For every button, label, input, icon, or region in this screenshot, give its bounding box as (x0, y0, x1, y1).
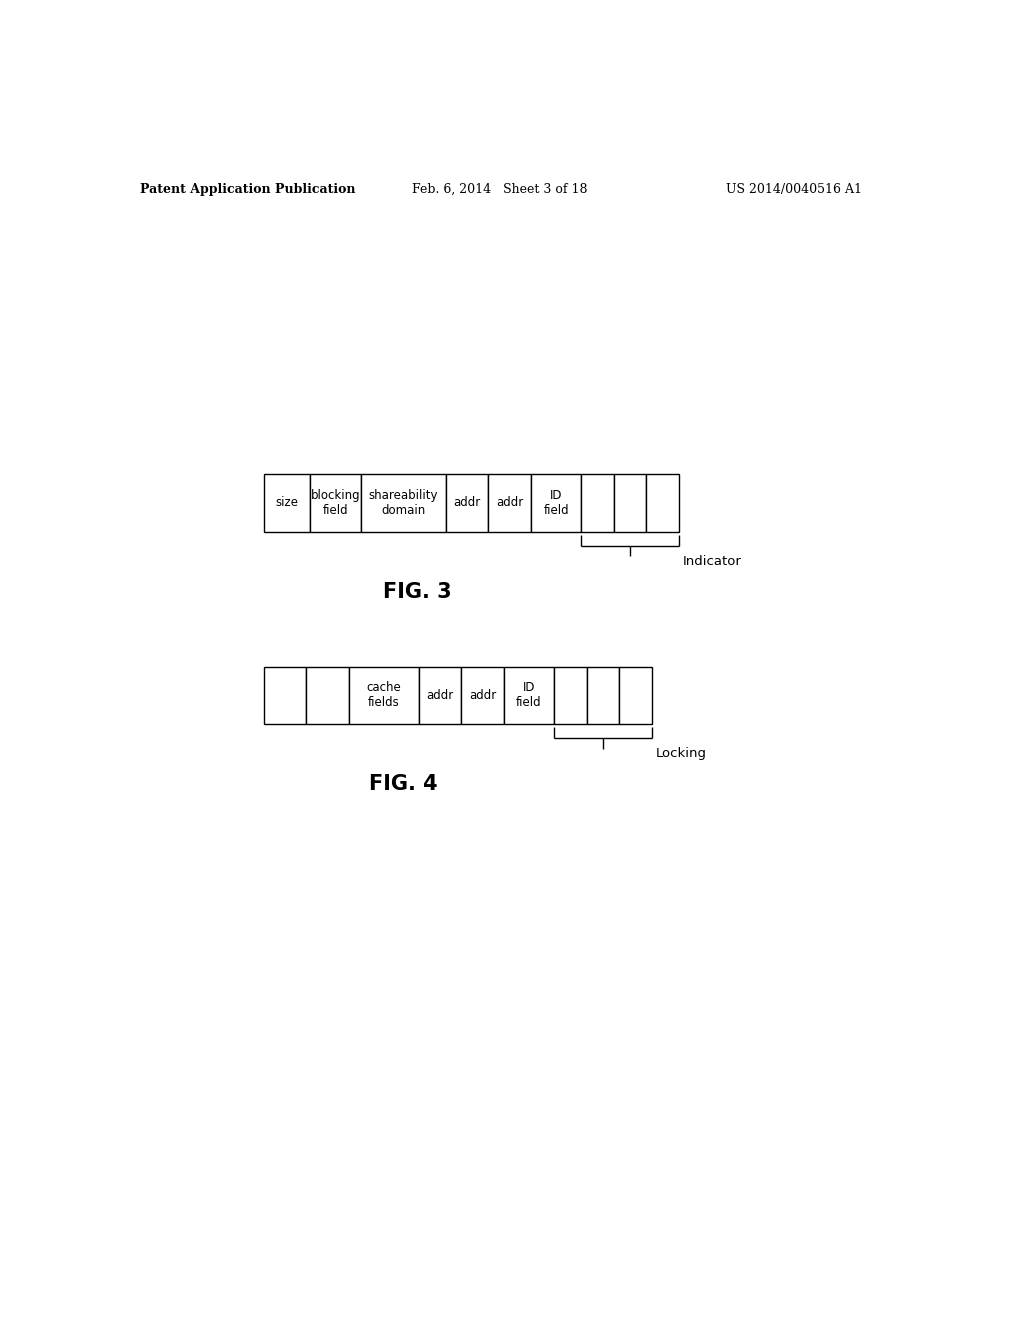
Text: addr: addr (469, 689, 497, 702)
Bar (263, 474, 310, 532)
Bar (504, 667, 554, 725)
Bar (360, 474, 445, 532)
Text: Patent Application Publication: Patent Application Publication (140, 182, 356, 195)
Bar (349, 667, 419, 725)
Text: Feb. 6, 2014   Sheet 3 of 18: Feb. 6, 2014 Sheet 3 of 18 (413, 182, 588, 195)
Bar (310, 474, 360, 532)
Bar (306, 667, 349, 725)
Text: ID
field: ID field (544, 488, 569, 517)
Text: FIG. 3: FIG. 3 (383, 582, 452, 602)
Bar (445, 474, 488, 532)
Text: size: size (275, 496, 298, 510)
Text: ID
field: ID field (516, 681, 542, 709)
Bar (461, 667, 504, 725)
Bar (587, 667, 620, 725)
Bar (263, 667, 306, 725)
Text: Indicator: Indicator (683, 554, 741, 568)
Bar (614, 474, 646, 532)
Text: addr: addr (496, 496, 523, 510)
Text: cache
fields: cache fields (367, 681, 401, 709)
Text: Locking: Locking (655, 747, 707, 760)
Bar (419, 667, 461, 725)
Bar (554, 667, 587, 725)
Text: blocking
field: blocking field (310, 488, 360, 517)
Bar (646, 474, 679, 532)
Bar (620, 667, 652, 725)
Text: shareability
domain: shareability domain (369, 488, 438, 517)
Text: addr: addr (426, 689, 454, 702)
Bar (582, 474, 614, 532)
Text: FIG. 4: FIG. 4 (370, 775, 438, 795)
Bar (488, 474, 531, 532)
Text: addr: addr (454, 496, 480, 510)
Bar (531, 474, 582, 532)
Text: US 2014/0040516 A1: US 2014/0040516 A1 (726, 182, 862, 195)
